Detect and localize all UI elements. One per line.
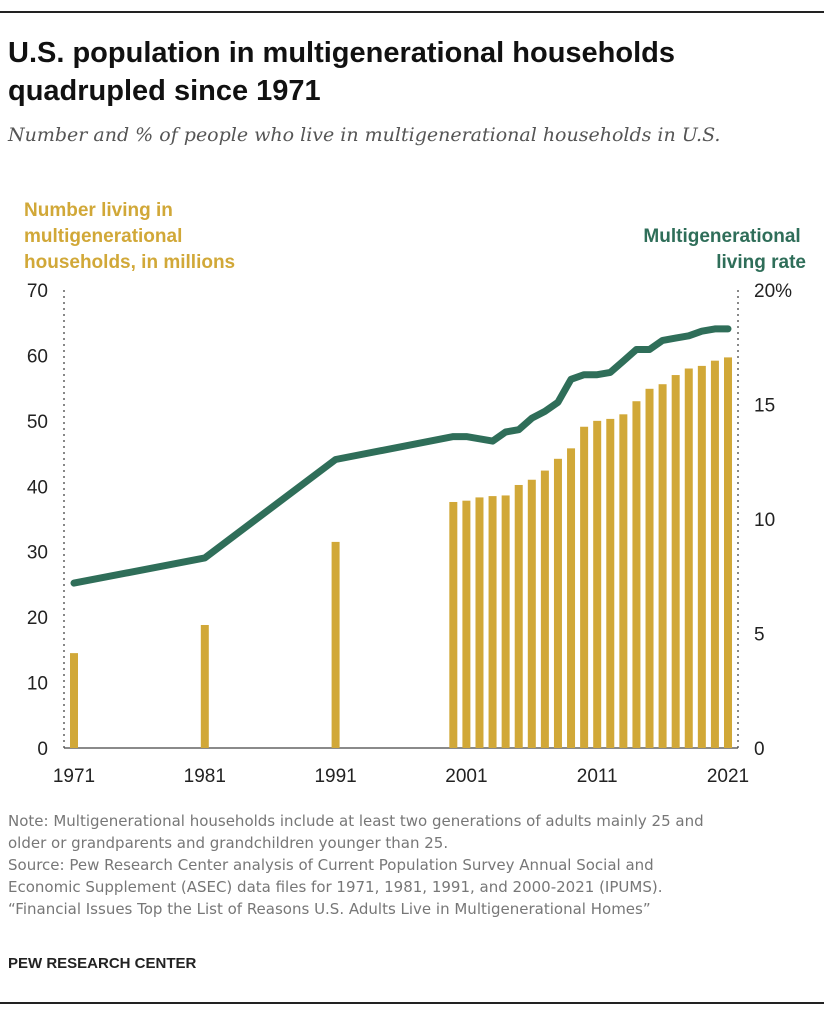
bar-2000 (449, 501, 458, 748)
bar-2007 (540, 470, 549, 748)
title-line-2: quadrupled since 1971 (8, 75, 321, 107)
bar-2015 (645, 388, 654, 748)
bar-2010 (580, 426, 589, 748)
bar-2011 (593, 420, 602, 748)
x-tick-1991: 1991 (314, 766, 356, 787)
left-tick-20: 20 (27, 608, 48, 629)
bar-2005 (514, 484, 523, 748)
bar-2009 (567, 448, 576, 748)
x-tick-2021: 2021 (707, 766, 749, 787)
tick-labels: 0 10 20 30 40 50 60 70 0 5 10 15 20% 1971 1981 1991 2001… (27, 281, 792, 787)
note-line-1: Note: Multigenerational households inclu… (8, 812, 704, 830)
bar-2014 (632, 401, 641, 748)
note-line-2: older or grandparents and grandchildren … (8, 834, 449, 852)
x-tick-2001: 2001 (445, 766, 487, 787)
top-rule (0, 11, 824, 13)
line-series (70, 325, 732, 587)
bar-2001 (462, 500, 471, 748)
title-line-1: U.S. population in multigenerational hou… (8, 37, 676, 69)
left-tick-0: 0 (37, 739, 48, 760)
right-axis-title: Multigenerational living rate (643, 226, 806, 273)
bar-1971 (70, 653, 78, 748)
bar-2021 (724, 357, 732, 748)
bar-2002 (475, 497, 484, 748)
chart-title: U.S. population in multigenerational hou… (8, 34, 808, 110)
bar-1991 (331, 541, 340, 748)
left-tick-40: 40 (27, 477, 48, 498)
left-axis-title: Number living in multigenerational house… (24, 200, 235, 273)
report-title-line: “Financial Issues Top the List of Reason… (8, 900, 651, 918)
bar-series (70, 357, 732, 748)
left-tick-30: 30 (27, 543, 48, 564)
bar-1981 (200, 624, 209, 748)
left-tick-70: 70 (27, 281, 48, 302)
bottom-rule (0, 1002, 824, 1004)
pew-credit: PEW RESEARCH CENTER (8, 955, 197, 972)
bar-2012 (606, 418, 615, 748)
source-line-2: Economic Supplement (ASEC) data files fo… (8, 878, 663, 896)
bar-2006 (527, 479, 536, 748)
right-axis-title-line-2: living rate (716, 252, 806, 273)
left-tick-60: 60 (27, 346, 48, 367)
x-tick-1981: 1981 (184, 766, 226, 787)
bar-2016 (658, 384, 667, 748)
right-axis-title-line-1: Multigenerational (643, 226, 800, 247)
combo-chart: Number living in multigenerational house… (24, 200, 806, 787)
left-axis-title-line-2: multigenerational (24, 226, 182, 247)
right-tick-0: 0 (754, 739, 765, 760)
chart-subtitle: Number and % of people who live in multi… (8, 124, 721, 146)
bar-2019 (697, 365, 706, 748)
left-tick-50: 50 (27, 412, 48, 433)
left-axis-title-line-1: Number living in (24, 200, 173, 221)
living-rate-line (70, 325, 732, 587)
notes: Note: Multigenerational households inclu… (8, 810, 828, 920)
bar-2008 (553, 458, 562, 748)
bar-2017 (671, 375, 680, 748)
source-line-1: Source: Pew Research Center analysis of … (8, 856, 654, 874)
bar-2013 (619, 414, 628, 748)
x-tick-2011: 2011 (577, 766, 618, 787)
bar-2020 (710, 360, 719, 748)
x-tick-1971: 1971 (53, 766, 95, 787)
right-tick-5: 5 (754, 625, 765, 646)
bar-2003 (488, 496, 497, 748)
bar-2004 (501, 495, 510, 748)
right-tick-20pct: 20% (754, 281, 792, 302)
right-tick-15: 15 (754, 396, 775, 417)
bar-2018 (684, 368, 693, 748)
left-axis-title-line-3: households, in millions (24, 252, 235, 273)
left-tick-10: 10 (27, 674, 48, 695)
right-tick-10: 10 (754, 510, 775, 531)
